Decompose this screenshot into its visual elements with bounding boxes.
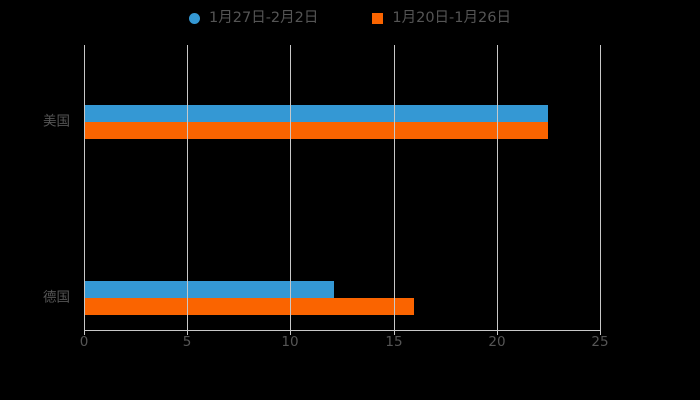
gridline-10: [290, 45, 291, 330]
y-category-label-德国: 德国: [43, 289, 70, 305]
chart-legend: 1月27日-2月2日 1月20日-1月26日: [0, 0, 700, 36]
legend-item-series-2[interactable]: 1月20日-1月26日: [372, 11, 511, 26]
gridline-15: [394, 45, 395, 330]
x-tick-10: [290, 330, 291, 335]
x-tick-5: [187, 330, 188, 335]
x-axis-line: [84, 330, 601, 331]
x-tick-label-10: 10: [281, 334, 299, 350]
x-tick-label-15: 15: [385, 334, 403, 350]
x-tick-20: [497, 330, 498, 335]
x-tick-15: [394, 330, 395, 335]
gridline-20: [497, 45, 498, 330]
legend-label-series-1: 1月27日-2月2日: [209, 9, 319, 26]
x-tick-label-5: 5: [182, 334, 192, 350]
bar-美国-series-1[interactable]: [84, 105, 548, 123]
bar-德国-series-1[interactable]: [84, 280, 334, 298]
y-category-label-美国: 美国: [43, 113, 70, 130]
y-axis-line: [84, 45, 85, 330]
legend-circle-marker-icon: [189, 12, 201, 24]
gridline-5: [187, 45, 188, 330]
legend-item-series-1[interactable]: 1月27日-2月2日: [189, 11, 318, 26]
bar-德国-series-2[interactable]: [84, 297, 414, 315]
legend-label-series-2: 1月20日-1月26日: [392, 9, 511, 26]
x-tick-0: [84, 330, 85, 335]
gridline-25: [600, 45, 601, 330]
x-tick-label-20: 20: [488, 334, 506, 350]
x-tick-25: [600, 330, 601, 335]
bar-美国-series-2[interactable]: [84, 122, 548, 140]
legend-square-marker-icon: [372, 12, 384, 24]
x-tick-label-25: 25: [591, 334, 609, 350]
x-tick-label-0: 0: [79, 334, 89, 350]
plot-area: [84, 45, 601, 330]
